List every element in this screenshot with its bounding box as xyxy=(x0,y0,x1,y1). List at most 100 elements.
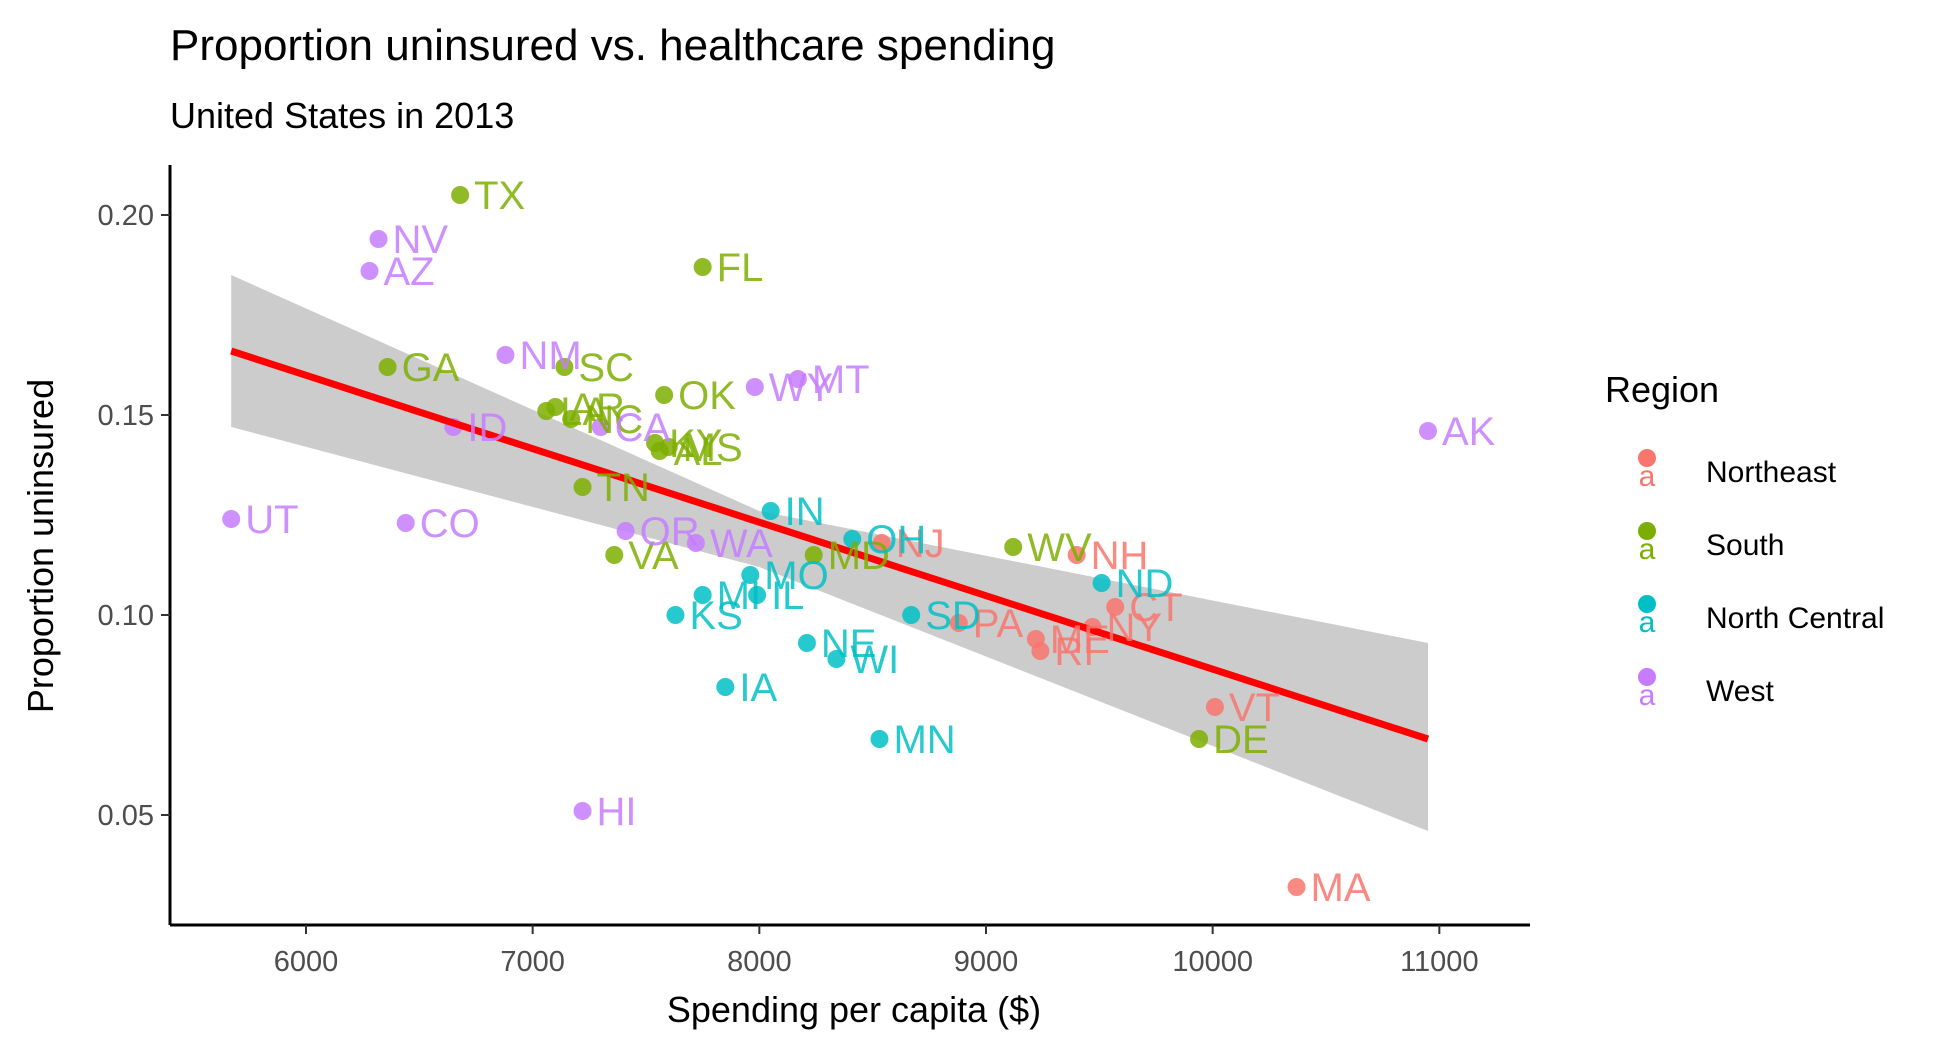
legend-key-point xyxy=(1638,595,1656,613)
point-label-mt: MT xyxy=(812,358,870,402)
point-label-ky: KY xyxy=(669,422,722,466)
confidence-band xyxy=(231,275,1429,831)
point-label-or: OR xyxy=(640,510,700,554)
point-label-va: VA xyxy=(628,534,679,578)
point-label-ma: MA xyxy=(1311,866,1371,910)
data-point-az xyxy=(360,262,379,280)
regression-line xyxy=(230,347,1430,743)
point-label-ne: NE xyxy=(821,622,877,666)
x-tick-label: 8000 xyxy=(727,946,792,978)
point-label-co: CO xyxy=(420,502,480,546)
point-label-ct: CT xyxy=(1129,586,1182,630)
data-point-ga xyxy=(378,358,397,376)
x-tick-label: 10000 xyxy=(1172,946,1253,978)
data-point-or xyxy=(616,522,635,540)
data-point-la xyxy=(537,402,556,420)
y-tick-label: 0.05 xyxy=(98,800,154,832)
data-point-nj xyxy=(872,534,891,552)
data-point-wa xyxy=(686,534,705,552)
data-point-tx xyxy=(451,186,470,204)
data-point-nh xyxy=(1067,546,1086,564)
x-tick-label: 7000 xyxy=(500,946,565,978)
point-label-wa: WA xyxy=(710,522,773,566)
data-point-co xyxy=(396,514,415,532)
point-label-ny: NY xyxy=(1107,606,1163,650)
data-point-in xyxy=(761,502,780,520)
point-label-pa: PA xyxy=(973,602,1024,646)
point-label-wy: WY xyxy=(769,366,833,410)
data-point-wv xyxy=(1004,538,1023,556)
data-point-oh xyxy=(843,530,862,548)
data-point-vt xyxy=(1205,698,1224,716)
data-point-ak xyxy=(1419,422,1437,440)
point-label-nj: NJ xyxy=(896,522,945,566)
data-point-va xyxy=(605,546,624,564)
data-point-nv xyxy=(369,230,388,248)
point-label-id: ID xyxy=(467,406,507,450)
chart-subtitle: United States in 2013 xyxy=(170,95,514,136)
data-point-ks xyxy=(666,606,685,624)
point-label-az: AZ xyxy=(383,250,434,294)
point-label-ks: KS xyxy=(689,594,742,638)
point-label-ms: MS xyxy=(683,426,743,470)
data-point-nm xyxy=(496,346,515,364)
point-label-mn: MN xyxy=(893,718,955,762)
point-label-ia: IA xyxy=(739,666,777,710)
chart-title: Proportion uninsured vs. healthcare spen… xyxy=(170,21,1055,70)
data-point-mt xyxy=(788,370,807,388)
data-point-wi xyxy=(827,650,846,668)
data-point-nc xyxy=(562,410,581,428)
data-point-al xyxy=(650,442,669,460)
point-label-tn: TN xyxy=(597,466,650,510)
data-point-ut xyxy=(222,510,241,528)
legend-key-point xyxy=(1638,668,1656,686)
legend-key-point xyxy=(1638,522,1656,540)
data-point-fl xyxy=(693,258,712,276)
point-label-il: IL xyxy=(771,574,804,618)
data-point-wy xyxy=(745,378,764,396)
point-label-la: LA xyxy=(560,390,609,434)
legend-key-glyph: a xyxy=(1639,460,1656,493)
point-label-fl: FL xyxy=(717,246,764,290)
point-label-nv: NV xyxy=(393,218,449,262)
point-label-md: MD xyxy=(828,534,890,578)
legend-item-label: North Central xyxy=(1706,602,1884,635)
point-label-me: ME xyxy=(1050,618,1110,662)
point-label-de: DE xyxy=(1213,718,1269,762)
legend-item-label: South xyxy=(1706,529,1784,562)
axes: 6000 7000 8000 9000 10000 11000 0.05 0.10 0.15 0.… xyxy=(98,165,1530,978)
data-point-tn xyxy=(573,478,592,496)
y-tick-label: 0.15 xyxy=(98,400,154,432)
point-label-sd: SD xyxy=(925,594,981,638)
data-point-ca xyxy=(591,418,610,436)
data-point-md xyxy=(804,546,823,564)
y-axis-label: Proportion uninsured xyxy=(20,379,61,713)
point-label-ut: UT xyxy=(245,498,298,542)
legend-key-glyph: a xyxy=(1639,679,1656,712)
data-point-ne xyxy=(797,634,816,652)
legend-key-point xyxy=(1638,449,1656,467)
point-label-vt: VT xyxy=(1229,686,1280,730)
data-point-nd xyxy=(1092,574,1111,592)
point-label-nh: NH xyxy=(1091,534,1149,578)
point-label-mo: MO xyxy=(764,554,828,598)
x-tick-label: 11000 xyxy=(1400,946,1479,978)
data-point-ma xyxy=(1287,878,1306,896)
data-point-hi xyxy=(573,802,592,820)
point-label-ca: CA xyxy=(615,406,671,450)
point-label-mi: MI xyxy=(717,574,761,618)
point-label-oh: OH xyxy=(866,518,926,562)
point-label-al: AL xyxy=(674,430,723,474)
x-tick-label: 6000 xyxy=(274,946,339,978)
point-label-ak: AK xyxy=(1442,410,1496,454)
data-point-ok xyxy=(655,386,674,404)
data-point-sd xyxy=(902,606,921,624)
point-label-wv: WV xyxy=(1027,526,1092,570)
data-point-ri xyxy=(1031,642,1050,660)
point-label-ri: RI xyxy=(1054,630,1094,674)
data-point-ia xyxy=(716,678,735,696)
legend-title: Region xyxy=(1605,369,1719,410)
y-tick-label: 0.10 xyxy=(98,600,154,632)
legend-key-glyph: a xyxy=(1639,606,1656,639)
